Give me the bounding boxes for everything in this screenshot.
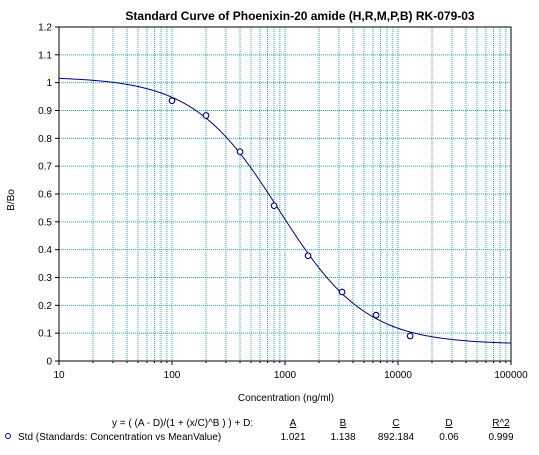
param-value: 0.06	[439, 432, 459, 443]
ticks: 0 0.1 0.2 0.3 0.4 0.5 0.6 0.7 0.8 0.9 1 1.1 1.2 10 100…	[38, 23, 528, 382]
grid	[59, 27, 511, 361]
y-tick-label: 1.2	[38, 23, 52, 34]
y-tick-label: 0.6	[38, 190, 52, 201]
param-value: 892.184	[378, 432, 415, 443]
y-axis-label: B/Bo	[6, 189, 17, 211]
data-point	[168, 97, 176, 105]
data-point	[202, 112, 210, 119]
data-point	[304, 252, 312, 260]
y-tick-label: 0.3	[38, 273, 52, 284]
y-tick-label: 0.7	[38, 162, 52, 173]
param-header: D	[445, 418, 452, 429]
x-axis-label: Concentration (ng/ml)	[238, 393, 334, 404]
param-header: A	[290, 418, 297, 429]
x-tick-label: 10000	[384, 370, 412, 381]
data-points	[168, 97, 414, 340]
fit-equation: y = ( (A - D)/(1 + (x/C)^B ) ) + D:	[112, 418, 253, 429]
y-tick-label: 0.8	[38, 134, 52, 145]
data-point	[270, 202, 278, 210]
x-tick-label: 10	[53, 370, 65, 381]
data-point	[338, 288, 346, 296]
legend-marker-icon	[5, 433, 11, 439]
y-tick-label: 0	[46, 357, 52, 368]
y-tick-label: 1.1	[38, 50, 52, 61]
x-tick-label: 100	[164, 370, 181, 381]
fit-curve	[58, 77, 512, 344]
fit-curve-layer	[58, 77, 512, 344]
param-value: 1.138	[330, 432, 355, 443]
y-tick-label: 1	[46, 78, 52, 89]
data-point	[372, 311, 380, 319]
param-value: 1.021	[280, 432, 305, 443]
data-point	[236, 148, 244, 156]
data-point	[406, 332, 414, 340]
y-tick-label: 0.2	[38, 301, 52, 312]
y-tick-label: 0.4	[38, 245, 52, 256]
y-tick-label: 0.1	[38, 329, 52, 340]
x-tick-label: 1000	[274, 370, 297, 381]
x-tick-label: 100000	[494, 370, 528, 381]
param-value: 0.999	[488, 432, 513, 443]
param-header: B	[340, 418, 347, 429]
fit-param-values: 1.021 1.138 892.184 0.06 0.999	[280, 432, 513, 443]
fit-param-headers: A B C D R^2	[290, 418, 511, 429]
param-header: R^2	[492, 418, 510, 429]
legend-series-name: Std (Standards: Concentration vs MeanVal…	[18, 432, 221, 443]
chart-title: Standard Curve of Phoenixin-20 amide (H,…	[125, 9, 475, 23]
y-tick-label: 0.5	[38, 217, 52, 228]
y-tick-label: 0.9	[38, 106, 52, 117]
param-header: C	[392, 418, 399, 429]
